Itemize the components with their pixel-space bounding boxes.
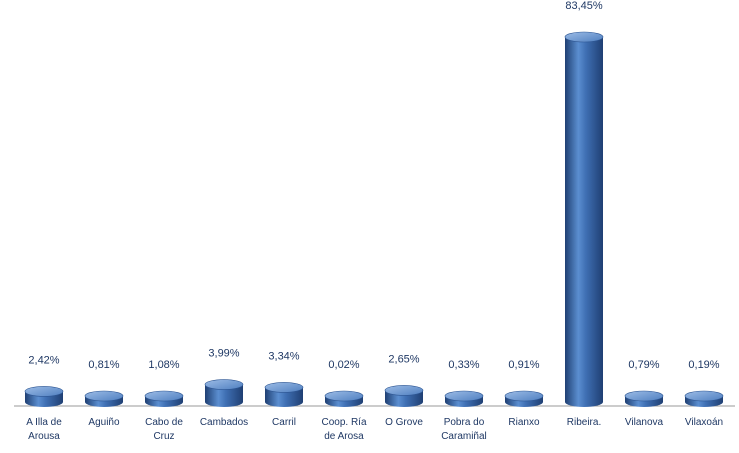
- bar-value-label: 83,45%: [565, 0, 603, 12]
- x-tick-label: Cruz: [153, 431, 174, 442]
- x-tick-label: Vilaxoán: [685, 417, 723, 428]
- x-tick-label: Ribeira.: [567, 417, 601, 428]
- x-tick-label: Caramiñal: [441, 431, 487, 442]
- x-tick-label: Rianxo: [508, 417, 540, 428]
- bar: [144, 390, 184, 407]
- bar-top-cap: [324, 390, 364, 402]
- bar: [564, 31, 604, 407]
- bar: [84, 390, 124, 407]
- bar-top-cap: [504, 390, 544, 402]
- bar-value-label: 2,65%: [388, 353, 419, 365]
- bar-top-cap: [264, 382, 304, 393]
- bar-value-label: 3,99%: [208, 348, 239, 360]
- category-labels-group: A Illa de Arousa Aguiño Cabo de Cruz Cambados…: [26, 417, 723, 442]
- x-tick-label: A Illa de: [26, 417, 62, 428]
- bar-value-label: 2,42%: [28, 354, 59, 366]
- bar: [684, 390, 724, 407]
- bar: [624, 390, 664, 407]
- bar-body: [265, 387, 303, 407]
- x-tick-label: Pobra do: [444, 417, 485, 428]
- bar: [504, 390, 544, 407]
- x-tick-label: O Grove: [385, 417, 423, 428]
- bar-top-cap: [564, 31, 604, 43]
- bar-value-label: 0,81%: [88, 359, 119, 371]
- bar-value-label: 0,79%: [628, 359, 659, 371]
- bar-value-label: 3,34%: [268, 350, 299, 362]
- x-tick-label: Carril: [272, 417, 296, 428]
- x-tick-label: Cabo de: [145, 417, 183, 428]
- bar: [444, 390, 484, 407]
- bar: [264, 382, 304, 407]
- bar-top-cap: [624, 390, 664, 402]
- bar-value-label: 1,08%: [148, 359, 179, 371]
- x-tick-label: Coop. Ría: [321, 417, 366, 428]
- x-tick-label: de Arosa: [324, 431, 364, 442]
- bar: [24, 386, 64, 407]
- bar-top-cap: [144, 390, 184, 402]
- bar-body: [565, 37, 603, 407]
- x-tick-label: Cambados: [200, 417, 248, 428]
- x-tick-label: Arousa: [28, 431, 60, 442]
- bar-top-cap: [444, 390, 484, 402]
- bar-top-cap: [84, 390, 124, 402]
- bar-top-cap: [24, 386, 64, 397]
- bar-value-label: 0,02%: [328, 359, 359, 371]
- bar: [204, 379, 244, 407]
- bar-top-cap: [384, 385, 424, 396]
- bar-body: [205, 384, 243, 407]
- bar-value-label: 0,19%: [688, 359, 719, 371]
- bar: [384, 385, 424, 407]
- value-labels-group: 2,42% 0,81% 1,08% 3,99% 3,34% 0,02% 2,65% 0,33%…: [28, 0, 719, 371]
- x-tick-label: Vilanova: [625, 417, 664, 428]
- bar-top-cap: [204, 379, 244, 390]
- bar-top-cap: [684, 390, 724, 402]
- bar-value-label: 0,33%: [448, 359, 479, 371]
- bar: [324, 390, 364, 407]
- bar-value-label: 0,91%: [508, 359, 539, 371]
- x-tick-label: Aguiño: [88, 417, 120, 428]
- bars-group: [24, 31, 724, 407]
